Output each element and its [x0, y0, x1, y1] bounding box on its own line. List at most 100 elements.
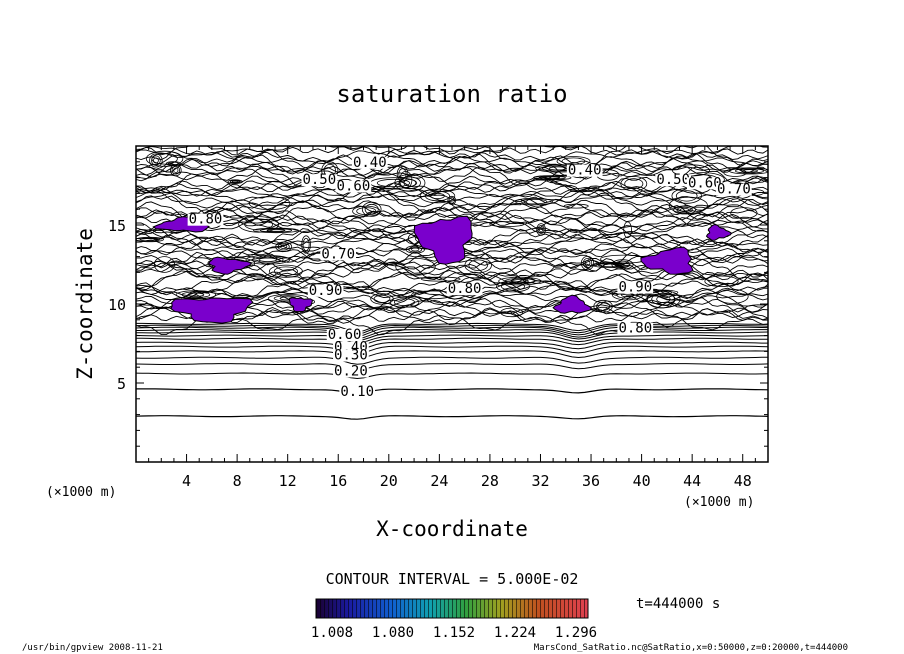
contour-label-bg [187, 213, 224, 226]
contour-line [136, 146, 768, 169]
contour-label-bg [333, 365, 369, 378]
x-tick-label: 48 [734, 472, 752, 490]
contour-label-bg [446, 283, 483, 296]
contour-label: 0.80 [189, 212, 223, 228]
colorbar-label: 1.224 [494, 625, 536, 641]
contour-blob [515, 197, 553, 206]
contour-label: 0.90 [309, 283, 343, 299]
x-tick-label: 28 [481, 472, 499, 490]
contour-blob [181, 291, 211, 298]
contour-line [136, 307, 768, 336]
contour-blob [248, 196, 291, 211]
contour-blob [544, 176, 561, 179]
contour-line [136, 331, 768, 341]
contour-blob [582, 257, 593, 269]
contour-line [136, 188, 768, 203]
contour-blob [520, 198, 548, 205]
contour-blob [561, 157, 586, 165]
contour-blob [611, 259, 634, 270]
contour-blob [730, 207, 758, 219]
colorbar-label: 1.296 [555, 625, 597, 641]
contour-blob [301, 235, 311, 254]
contour-blob [376, 178, 411, 188]
shaded-regions [152, 215, 732, 324]
contour-blob [266, 229, 286, 232]
contour-label-bg [617, 322, 654, 335]
contour-line [136, 329, 768, 340]
contour-line [136, 199, 768, 227]
colorbar [315, 598, 589, 619]
contour-blob [668, 196, 708, 214]
contour-blob [741, 169, 759, 173]
contour-line [136, 372, 768, 380]
contour-label-bg [686, 177, 723, 190]
contour-line [136, 146, 768, 159]
shaded-region [640, 246, 694, 275]
contour-line [136, 177, 768, 197]
contour-blob [676, 206, 693, 214]
contour-blob [538, 175, 566, 180]
contour-label: 0.90 [618, 280, 652, 296]
footer-right: MarsCond_SatRatio.nc@SatRatio,x=0:50000,… [534, 643, 848, 653]
colorbar-border [315, 598, 589, 619]
contour-blob [231, 180, 239, 183]
contour-line [136, 287, 768, 309]
contour-line [136, 322, 768, 333]
contour-line [136, 196, 768, 218]
contour-blob [420, 276, 461, 282]
contour-blob [268, 264, 303, 278]
shaded-region [208, 256, 253, 275]
contour-blob [656, 295, 671, 304]
footer-left: /usr/bin/gpview 2008-11-21 [22, 643, 163, 653]
x-axis-label: X-coordinate [376, 517, 528, 541]
shaded-region [170, 297, 254, 324]
contour-line [136, 324, 768, 335]
contour-line [136, 334, 768, 344]
x-tick-label: 24 [430, 472, 448, 490]
x-unit-right: (×1000 m) [684, 495, 754, 510]
contour-blob [267, 294, 309, 303]
contour-blob [504, 277, 536, 285]
contour-line [136, 298, 768, 321]
x-tick-label: 36 [582, 472, 600, 490]
contour-blob [253, 227, 299, 234]
contour-blob [533, 175, 572, 181]
colorbar-stripes [316, 599, 588, 618]
contour-blob [593, 299, 613, 313]
shaded-region [705, 223, 732, 241]
colorbar-labels: 1.008 1.080 1.152 1.224 1.296 [311, 625, 597, 641]
contour-blob [498, 276, 542, 286]
x-tick-label: 8 [233, 472, 242, 490]
contour-blob [580, 255, 595, 271]
contour-blob [245, 254, 291, 265]
contour-blob [389, 296, 420, 308]
contour-line [136, 326, 768, 337]
contour-blob [361, 201, 382, 217]
contour-blob [624, 178, 644, 190]
contour-line [136, 306, 768, 331]
contour-label: 0.30 [334, 348, 368, 364]
contour-line [136, 280, 768, 300]
contour-blob [464, 257, 492, 274]
colorbar-label: 1.152 [433, 625, 475, 641]
contour-label-bg [307, 284, 344, 297]
contour-blob [149, 153, 163, 168]
contour-label-bg [320, 248, 357, 261]
contour-line [136, 184, 768, 202]
contour-blob [489, 221, 525, 228]
shaded-region [552, 294, 592, 314]
contour-line [136, 192, 768, 218]
contour-label-bg [716, 183, 752, 196]
contour-label-bg [333, 349, 369, 362]
contour-blob [620, 176, 648, 192]
contour-blob [734, 168, 765, 174]
contour-line [136, 308, 768, 323]
contour-line [136, 350, 768, 360]
contour-labels: 0.40 0.400.50 0.60 0.500.600.700.800.700.90… [187, 155, 752, 400]
contour-line [136, 345, 768, 355]
contour-line [136, 151, 768, 170]
contour-blob [597, 262, 625, 268]
contour-label: 0.60 [337, 179, 371, 195]
contour-blob [623, 221, 632, 239]
